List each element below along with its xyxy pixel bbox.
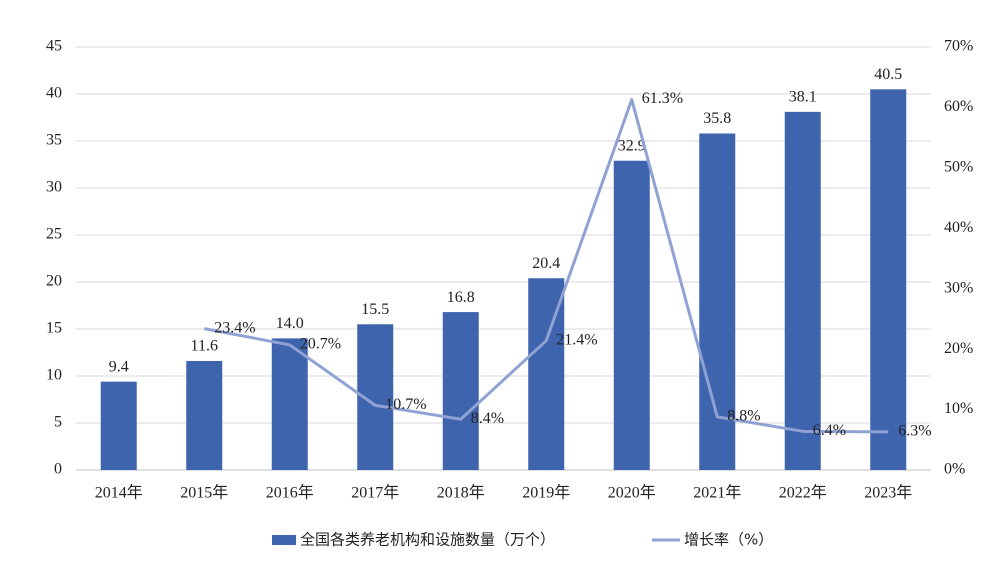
data-label: 6.3%: [898, 423, 931, 440]
y-tick-label: 25: [46, 226, 62, 243]
y-tick-label: 15: [46, 320, 62, 337]
legend-label: 全国各类养老机构和设施数量（万个）: [300, 531, 555, 549]
legend-swatch: [272, 535, 296, 545]
y-tick-label: 20: [46, 273, 62, 290]
data-label: 35.8: [703, 110, 731, 127]
y-tick-label: 40: [46, 85, 62, 102]
data-label: 21.4%: [556, 331, 597, 348]
data-label: 6.4%: [813, 422, 846, 439]
data-label: 10.7%: [385, 396, 426, 413]
x-tick-label: 2020年: [608, 484, 656, 502]
data-label: 14.0: [276, 315, 304, 332]
data-label: 8.4%: [471, 410, 504, 427]
legend-label: 增长率（%）: [684, 531, 773, 549]
y-tick-label: 30: [46, 179, 62, 196]
y-tick-label: 5: [54, 414, 62, 431]
data-label: 40.5: [874, 66, 902, 83]
y2-tick-label: 10%: [944, 400, 973, 417]
y2-tick-label: 50%: [944, 159, 973, 176]
data-label: 11.6: [191, 338, 218, 355]
bar: [100, 381, 137, 470]
bar: [613, 160, 650, 471]
y-tick-label: 45: [46, 38, 62, 55]
y2-tick-label: 70%: [944, 38, 973, 55]
y2-tick-label: 20%: [944, 340, 973, 357]
bar: [870, 89, 907, 471]
x-tick-label: 2016年: [266, 484, 314, 502]
y2-tick-label: 0%: [944, 461, 965, 478]
bar: [784, 111, 821, 471]
data-label: 20.4: [532, 255, 560, 272]
bar: [442, 312, 479, 470]
data-label: 16.8: [447, 289, 475, 306]
y-tick-label: 10: [46, 367, 62, 384]
data-label: 61.3%: [642, 90, 683, 107]
line: [203, 98, 889, 434]
x-tick-label: 2017年: [351, 484, 399, 502]
x-tick-label: 2015年: [180, 484, 228, 502]
x-tick-label: 2021年: [693, 484, 741, 502]
x-tick-label: 2023年: [864, 484, 912, 502]
x-tick-label: 2019年: [522, 484, 570, 502]
data-label: 20.7%: [300, 336, 341, 353]
data-label: 8.8%: [727, 407, 760, 424]
data-label: 15.5: [361, 301, 389, 318]
x-tick-label: 2014年: [95, 484, 143, 502]
bar: [271, 338, 308, 470]
data-label: 23.4%: [214, 319, 255, 336]
x-tick-label: 2018年: [437, 484, 485, 502]
y2-tick-label: 40%: [944, 219, 973, 236]
y-tick-label: 0: [54, 461, 62, 478]
bar: [186, 360, 223, 470]
y-tick-label: 35: [46, 132, 62, 149]
data-label: 9.4: [109, 358, 129, 375]
x-tick-label: 2022年: [779, 484, 827, 502]
y2-tick-label: 60%: [944, 98, 973, 115]
data-label: 32.9: [618, 137, 646, 154]
y2-tick-label: 30%: [944, 279, 973, 296]
data-label: 38.1: [789, 89, 817, 106]
